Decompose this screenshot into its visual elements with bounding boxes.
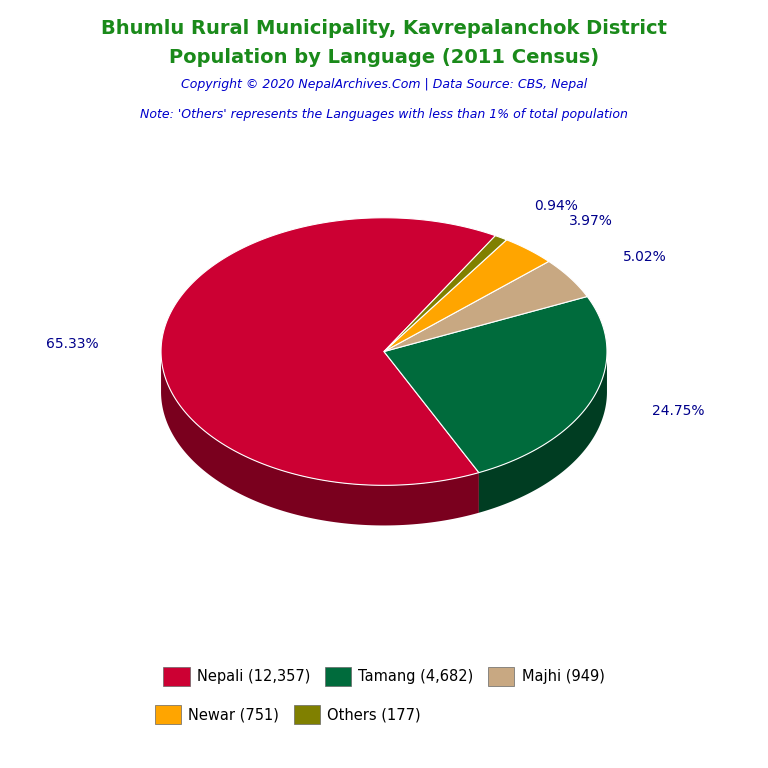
- Polygon shape: [384, 296, 607, 472]
- Text: 5.02%: 5.02%: [623, 250, 666, 264]
- Polygon shape: [479, 353, 607, 513]
- Text: Note: 'Others' represents the Languages with less than 1% of total population: Note: 'Others' represents the Languages …: [140, 108, 628, 121]
- Text: 0.94%: 0.94%: [534, 199, 578, 213]
- Legend: Nepali (12,357), Tamang (4,682), Majhi (949): Nepali (12,357), Tamang (4,682), Majhi (…: [157, 661, 611, 692]
- Text: 24.75%: 24.75%: [652, 404, 704, 418]
- Text: Population by Language (2011 Census): Population by Language (2011 Census): [169, 48, 599, 67]
- Legend: Newar (751), Others (177): Newar (751), Others (177): [149, 700, 427, 730]
- Polygon shape: [384, 236, 507, 352]
- Text: Copyright © 2020 NepalArchives.Com | Data Source: CBS, Nepal: Copyright © 2020 NepalArchives.Com | Dat…: [181, 78, 587, 91]
- Polygon shape: [384, 261, 588, 352]
- Polygon shape: [161, 218, 495, 485]
- Polygon shape: [161, 353, 479, 525]
- Text: 65.33%: 65.33%: [46, 337, 99, 351]
- Polygon shape: [384, 240, 549, 352]
- Text: 3.97%: 3.97%: [569, 214, 613, 228]
- Text: Bhumlu Rural Municipality, Kavrepalanchok District: Bhumlu Rural Municipality, Kavrepalancho…: [101, 19, 667, 38]
